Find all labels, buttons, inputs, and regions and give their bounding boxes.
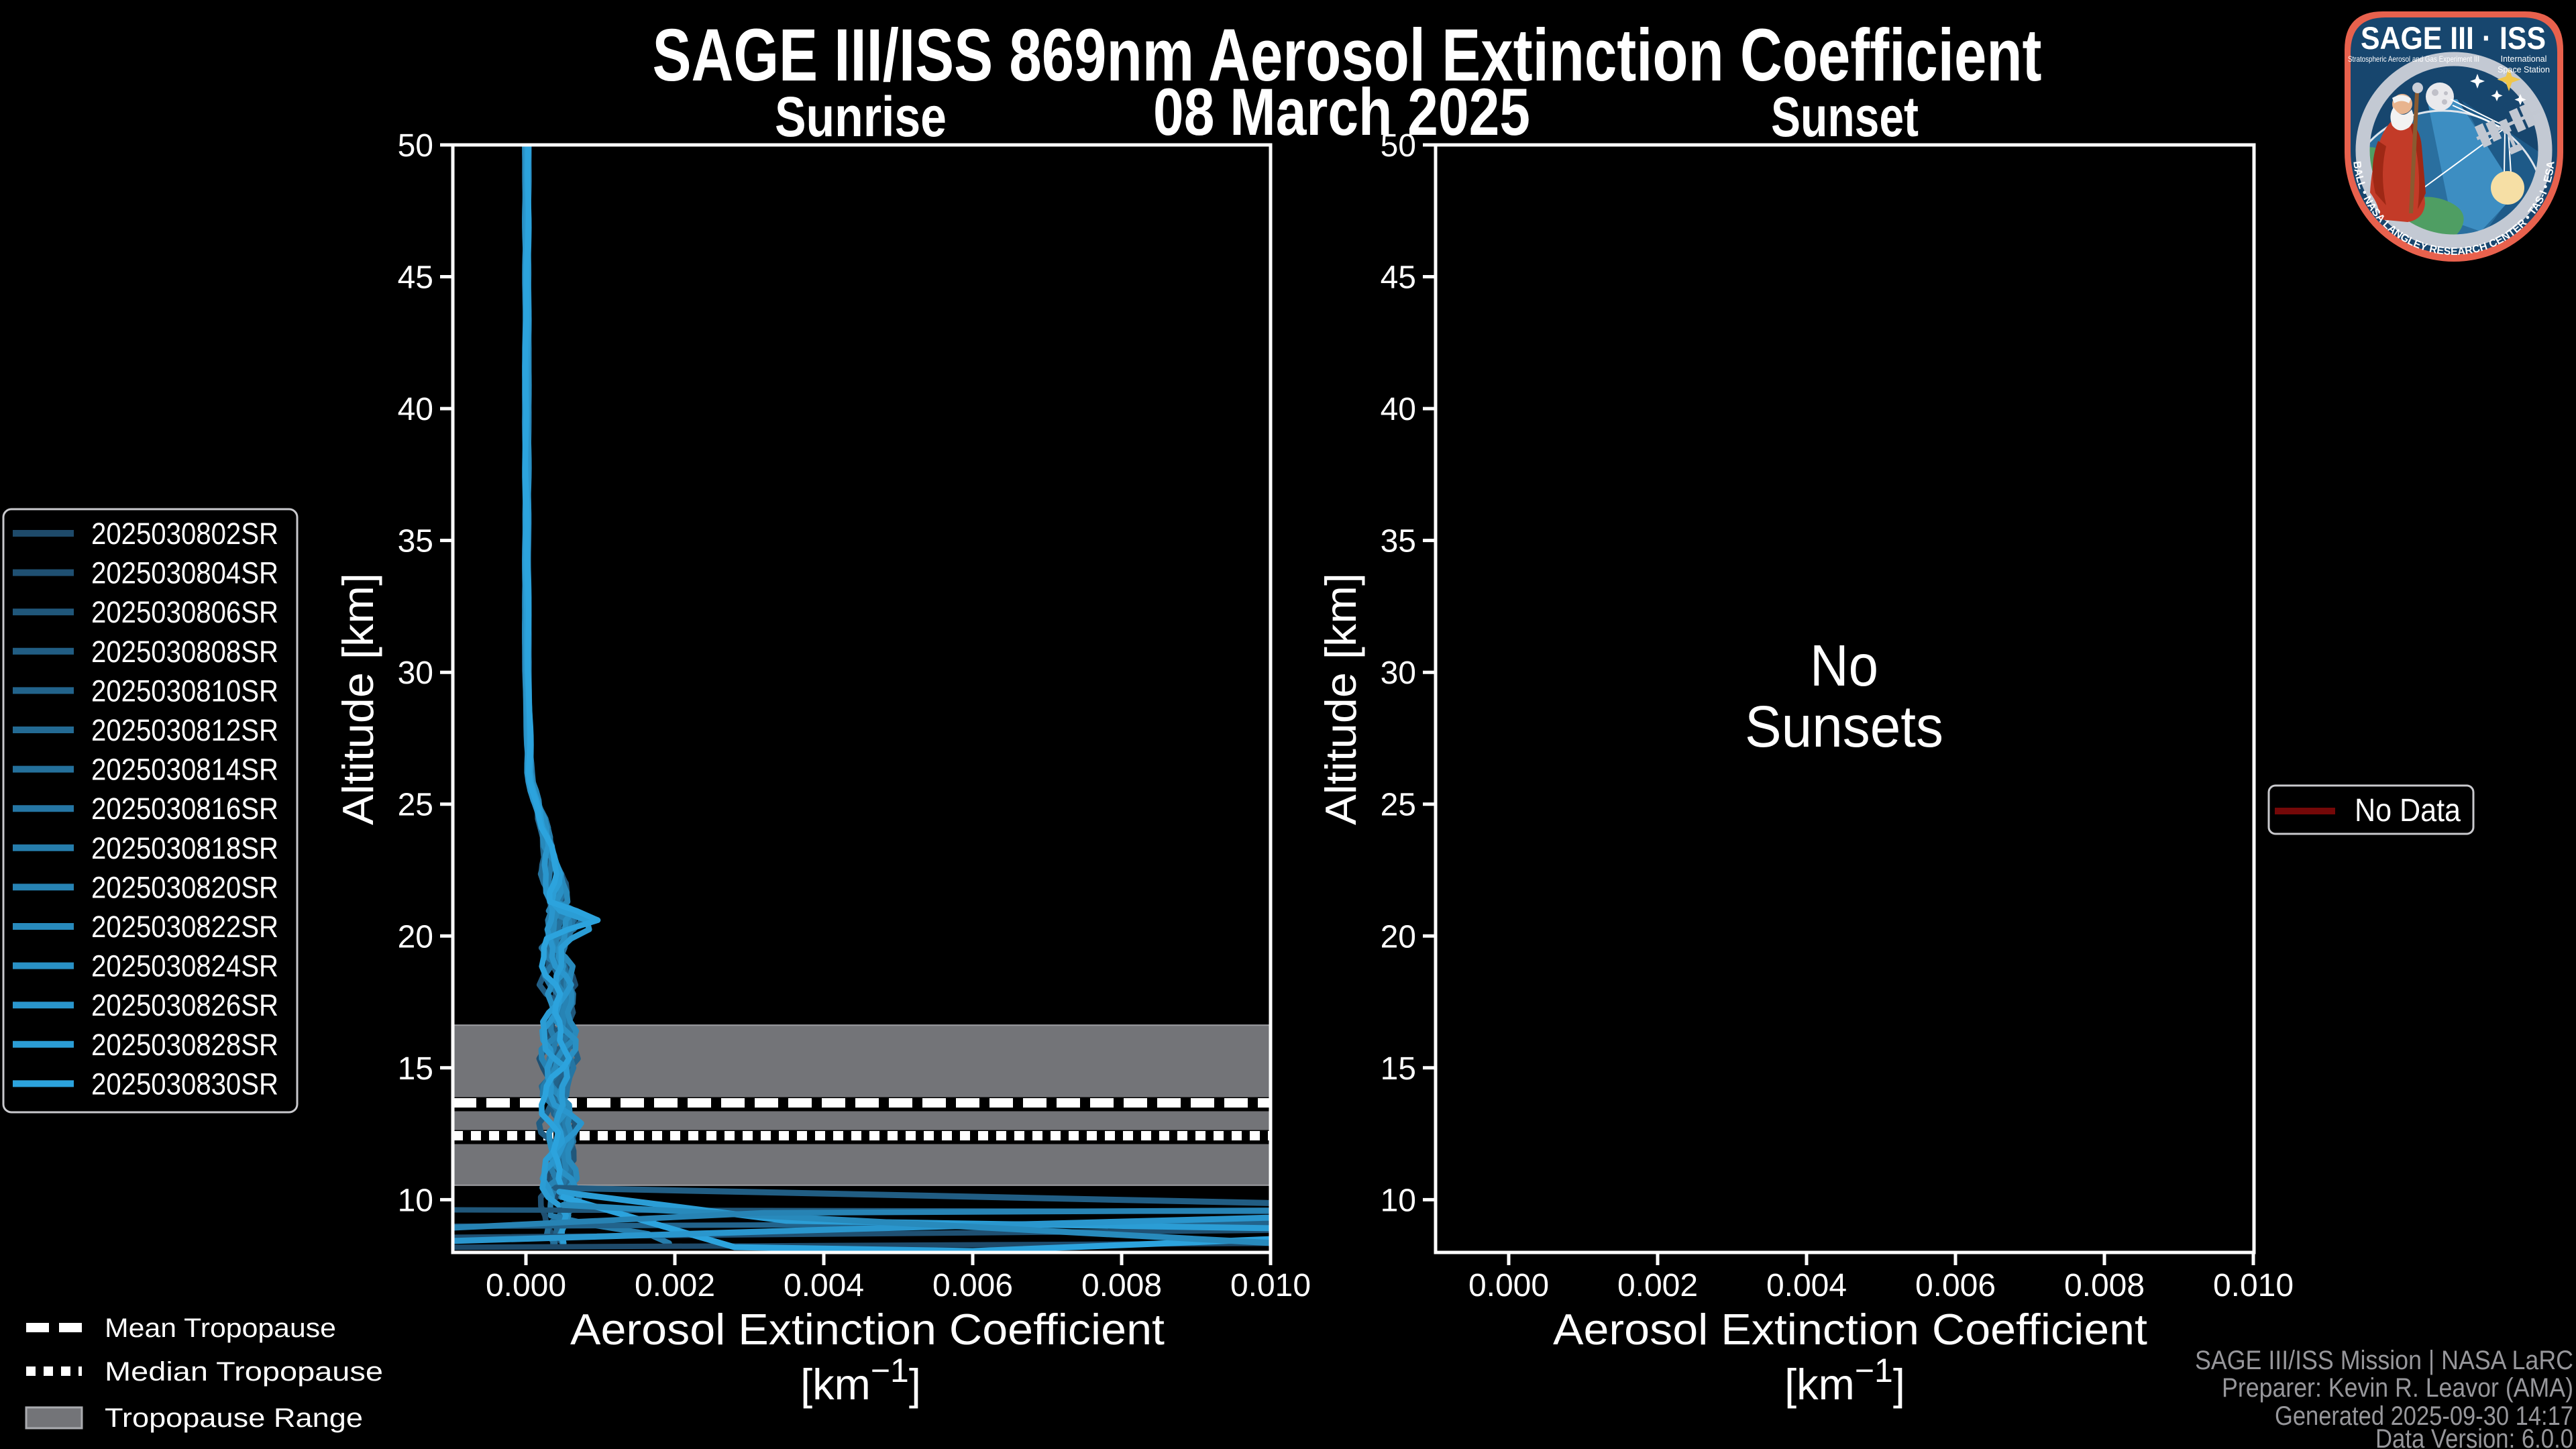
svg-text:10: 10 bbox=[398, 1183, 433, 1218]
svg-text:40: 40 bbox=[398, 392, 433, 427]
svg-text:Mean Tropopause: Mean Tropopause bbox=[105, 1313, 336, 1343]
svg-text:Generated 2025-09-30 14:17: Generated 2025-09-30 14:17 bbox=[2275, 1401, 2573, 1431]
svg-text:2025030830SR: 2025030830SR bbox=[91, 1067, 278, 1101]
svg-text:Sunrise: Sunrise bbox=[775, 85, 947, 148]
svg-text:2025030820SR: 2025030820SR bbox=[91, 870, 278, 904]
svg-text:0.008: 0.008 bbox=[2064, 1268, 2145, 1303]
svg-text:2025030810SR: 2025030810SR bbox=[91, 674, 278, 708]
svg-text:08 March 2025: 08 March 2025 bbox=[1153, 74, 1530, 149]
svg-text:20: 20 bbox=[398, 919, 433, 955]
svg-text:2025030816SR: 2025030816SR bbox=[91, 792, 278, 826]
svg-text:15: 15 bbox=[1381, 1051, 1416, 1087]
svg-text:Aerosol Extinction Coefficient: Aerosol Extinction Coefficient bbox=[1553, 1305, 2147, 1354]
svg-text:2025030822SR: 2025030822SR bbox=[91, 910, 278, 944]
svg-text:10: 10 bbox=[1381, 1183, 1416, 1218]
svg-text:45: 45 bbox=[1381, 260, 1416, 296]
svg-text:Preparer: Kevin R. Leavor (AMA: Preparer: Kevin R. Leavor (AMA) bbox=[2222, 1373, 2573, 1403]
svg-text:Median Tropopause: Median Tropopause bbox=[105, 1357, 383, 1387]
svg-text:SAGE III/ISS Mission | NASA La: SAGE III/ISS Mission | NASA LaRC bbox=[2195, 1346, 2573, 1375]
svg-text:Space Station: Space Station bbox=[2498, 65, 2550, 74]
svg-text:0.010: 0.010 bbox=[1230, 1268, 1311, 1303]
svg-text:40: 40 bbox=[1381, 392, 1416, 427]
svg-text:Sunsets: Sunsets bbox=[1745, 694, 1943, 759]
svg-text:0.000: 0.000 bbox=[486, 1268, 566, 1303]
svg-text:Data Version: 6.0.0: Data Version: 6.0.0 bbox=[2375, 1424, 2573, 1449]
svg-text:2025030806SR: 2025030806SR bbox=[91, 595, 278, 629]
svg-text:0.006: 0.006 bbox=[1915, 1268, 1996, 1303]
svg-text:50: 50 bbox=[1381, 128, 1416, 164]
svg-text:Altitude [km]: Altitude [km] bbox=[333, 573, 382, 825]
svg-text:International: International bbox=[2501, 54, 2547, 64]
svg-text:2025030812SR: 2025030812SR bbox=[91, 713, 278, 747]
svg-text:0.002: 0.002 bbox=[1617, 1268, 1698, 1303]
svg-text:25: 25 bbox=[398, 788, 433, 823]
svg-text:Sunset: Sunset bbox=[1771, 85, 1919, 148]
svg-text:2025030814SR: 2025030814SR bbox=[91, 753, 278, 787]
svg-text:35: 35 bbox=[398, 524, 433, 559]
svg-text:2025030808SR: 2025030808SR bbox=[91, 635, 278, 669]
svg-text:SAGE III/ISS 869nm Aerosol Ext: SAGE III/ISS 869nm Aerosol Extinction Co… bbox=[653, 14, 2042, 97]
svg-text:Altitude [km]: Altitude [km] bbox=[1316, 573, 1365, 825]
svg-text:Stratospheric Aerosol and Gas: Stratospheric Aerosol and Gas Experiment… bbox=[2348, 54, 2479, 64]
svg-text:2025030828SR: 2025030828SR bbox=[91, 1028, 278, 1062]
svg-text:0.008: 0.008 bbox=[1081, 1268, 1162, 1303]
svg-text:SAGE III · ISS: SAGE III · ISS bbox=[2361, 20, 2546, 56]
svg-text:[km−1]: [km−1] bbox=[1784, 1352, 1905, 1409]
svg-text:2025030818SR: 2025030818SR bbox=[91, 831, 278, 865]
svg-text:0.004: 0.004 bbox=[1766, 1268, 1847, 1303]
svg-text:Aerosol Extinction Coefficient: Aerosol Extinction Coefficient bbox=[570, 1305, 1165, 1354]
svg-text:30: 30 bbox=[1381, 655, 1416, 691]
svg-text:No Data: No Data bbox=[2355, 793, 2461, 828]
svg-text:0.000: 0.000 bbox=[1468, 1268, 1549, 1303]
svg-text:50: 50 bbox=[398, 128, 433, 164]
svg-text:0.010: 0.010 bbox=[2213, 1268, 2294, 1303]
svg-text:0.004: 0.004 bbox=[784, 1268, 864, 1303]
svg-text:No: No bbox=[1810, 633, 1878, 698]
svg-text:25: 25 bbox=[1381, 788, 1416, 823]
svg-text:2025030802SR: 2025030802SR bbox=[91, 517, 278, 551]
svg-text:35: 35 bbox=[1381, 524, 1416, 559]
svg-text:15: 15 bbox=[398, 1051, 433, 1087]
svg-text:30: 30 bbox=[398, 655, 433, 691]
svg-text:2025030804SR: 2025030804SR bbox=[91, 556, 278, 590]
svg-text:Tropopause Range: Tropopause Range bbox=[105, 1403, 363, 1433]
svg-text:2025030824SR: 2025030824SR bbox=[91, 949, 278, 983]
svg-text:2025030826SR: 2025030826SR bbox=[91, 988, 278, 1022]
svg-text:0.006: 0.006 bbox=[932, 1268, 1013, 1303]
svg-text:0.002: 0.002 bbox=[635, 1268, 715, 1303]
svg-text:20: 20 bbox=[1381, 919, 1416, 955]
svg-text:45: 45 bbox=[398, 260, 433, 296]
